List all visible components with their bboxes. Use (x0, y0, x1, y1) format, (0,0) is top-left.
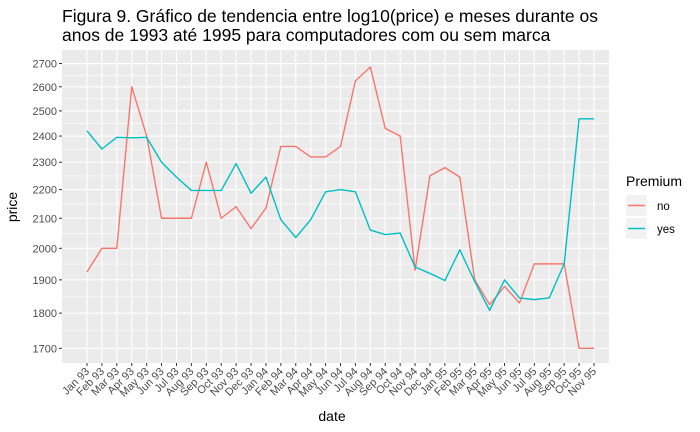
y-tick-label: 1700 (33, 343, 57, 355)
chart-title-line-1: Figura 9. Gráfico de tendencia entre log… (62, 6, 598, 26)
y-tick-label: 1900 (33, 275, 57, 287)
x-axis-title: date (318, 408, 345, 424)
y-tick-label: 2700 (33, 59, 57, 71)
chart-title-line-2: anos de 1993 até 1995 para computadores … (62, 25, 551, 45)
y-tick-label: 2300 (33, 157, 57, 169)
y-tick-label: 2400 (33, 131, 57, 143)
major-gridlines (62, 50, 609, 363)
y-tick-label: 2000 (33, 243, 57, 255)
plot-panel (62, 50, 609, 363)
legend-title: Premium (626, 173, 682, 189)
y-tick-label: 2500 (33, 106, 57, 118)
y-tick-label: 2200 (33, 185, 57, 197)
legend-label-yes: yes (657, 224, 675, 236)
series-lines (86, 66, 594, 350)
y-tick-label: 2100 (33, 213, 57, 225)
series-line-yes (86, 118, 594, 312)
y-tick-label: 1800 (33, 308, 57, 320)
y-tick-label: 2600 (33, 82, 57, 94)
legend: Premium no yes (626, 173, 682, 239)
series-line-no (86, 66, 594, 350)
chart-title: Figura 9. Gráfico de tendencia entre log… (62, 6, 598, 45)
y-axis: 1700 1800 1900 2000 2100 2200 2300 2400 2500 2600… (33, 59, 62, 355)
y-axis-title: price (4, 192, 20, 223)
legend-label-no: no (657, 201, 670, 213)
